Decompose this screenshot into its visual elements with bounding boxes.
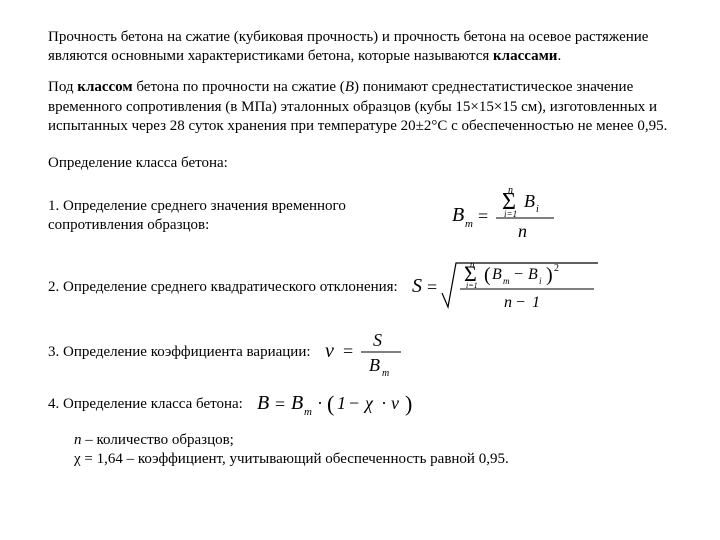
def1-txt: – количество образцов; [82, 432, 234, 448]
formula-3: ν = S B m [311, 327, 672, 377]
f3-denom-sub: m [382, 368, 389, 377]
f1-sum-to: n [508, 185, 513, 196]
formula-1: B m = Σ n i=1 B i n [438, 185, 672, 247]
svg-text:(: ( [484, 264, 491, 286]
def1-sym: n [74, 432, 82, 448]
svg-text:−: − [514, 266, 523, 283]
p1-bold: классами [493, 48, 557, 64]
p2-italic-b: В [345, 79, 354, 95]
f1-body: B [524, 191, 535, 211]
svg-text:·: · [317, 393, 323, 413]
f2-denom-l: n [504, 294, 512, 311]
f1-body-sub: i [536, 204, 539, 215]
svg-text:·: · [381, 393, 387, 413]
f2-lhs: S [412, 275, 422, 297]
p2-bold: классом [77, 79, 132, 95]
f4-p1: 1 [337, 393, 346, 413]
f2-denom-r: 1 [532, 294, 540, 311]
paragraph-2: Под классом бетона по прочности на сжати… [48, 78, 672, 136]
step-3-text: 3. Определение коэффициента вариации: [48, 343, 311, 362]
svg-text:=: = [427, 277, 437, 297]
step-1-row: 1. Определение среднего значения временн… [48, 185, 672, 247]
svg-text:=: = [275, 394, 285, 414]
p1-text-2: . [557, 48, 561, 64]
f2-inner2-sub: i [539, 276, 542, 286]
def2-txt: = 1,64 – коэффициент, учитывающий обеспе… [81, 451, 509, 467]
svg-text:(: ( [327, 391, 334, 416]
svg-text:=: = [343, 341, 353, 361]
f2-power: 2 [554, 263, 559, 274]
f1-lhs: B [452, 204, 464, 226]
f1-lhs-sub: m [465, 218, 473, 230]
step-4-text: 4. Определение класса бетона: [48, 395, 243, 414]
f4-lhs: B [257, 392, 269, 414]
step-4-row: 4. Определение класса бетона: B = B m · … [48, 387, 672, 421]
f4-p2: χ [363, 393, 374, 413]
definition-chi: χ = 1,64 – коэффициент, учитывающий обес… [74, 450, 672, 469]
f2-sum-to: n [470, 259, 475, 269]
document-page: Прочность бетона на сжатие (кубиковая пр… [0, 0, 720, 540]
f3-lhs: ν [325, 340, 334, 362]
f4-rhs1: B [291, 392, 303, 414]
f2-inner2: B [528, 266, 538, 283]
f1-denom: n [518, 221, 527, 241]
step-2-text: 2. Определение среднего квадратического … [48, 278, 398, 297]
svg-text:−: − [349, 393, 359, 413]
formula-2: S = Σ n i=1 ( B m − B i ) [398, 257, 672, 317]
step-2-row: 2. Определение среднего квадратического … [48, 257, 672, 317]
definition-n: n – количество образцов; [74, 431, 672, 450]
svg-text:=: = [478, 206, 488, 226]
f2-inner1: B [492, 266, 502, 283]
paragraph-3: Определение класса бетона: [48, 154, 672, 173]
f1-sum-var: i=1 [504, 209, 517, 219]
f4-p3: ν [391, 393, 399, 413]
p2-text-2: бетона по прочности на сжатие ( [133, 79, 345, 95]
def2-sym: χ [74, 451, 81, 467]
definitions-block: n – количество образцов; χ = 1,64 – коэф… [74, 431, 672, 469]
p2-text-1: Под [48, 79, 77, 95]
f4-rhs1-sub: m [304, 406, 312, 418]
f2-inner1-sub: m [503, 276, 510, 286]
svg-text:): ) [546, 264, 553, 286]
f2-sum-var: i=1 [466, 281, 478, 290]
svg-text:): ) [405, 391, 412, 416]
step-3-row: 3. Определение коэффициента вариации: ν … [48, 327, 672, 377]
f3-denom: B [369, 355, 380, 375]
formula-4: B = B m · ( 1 − χ · ν ) [243, 387, 672, 421]
paragraph-1: Прочность бетона на сжатие (кубиковая пр… [48, 28, 672, 66]
step-1-text: 1. Определение среднего значения временн… [48, 197, 438, 235]
f3-num: S [373, 330, 382, 350]
svg-text:−: − [516, 294, 525, 311]
